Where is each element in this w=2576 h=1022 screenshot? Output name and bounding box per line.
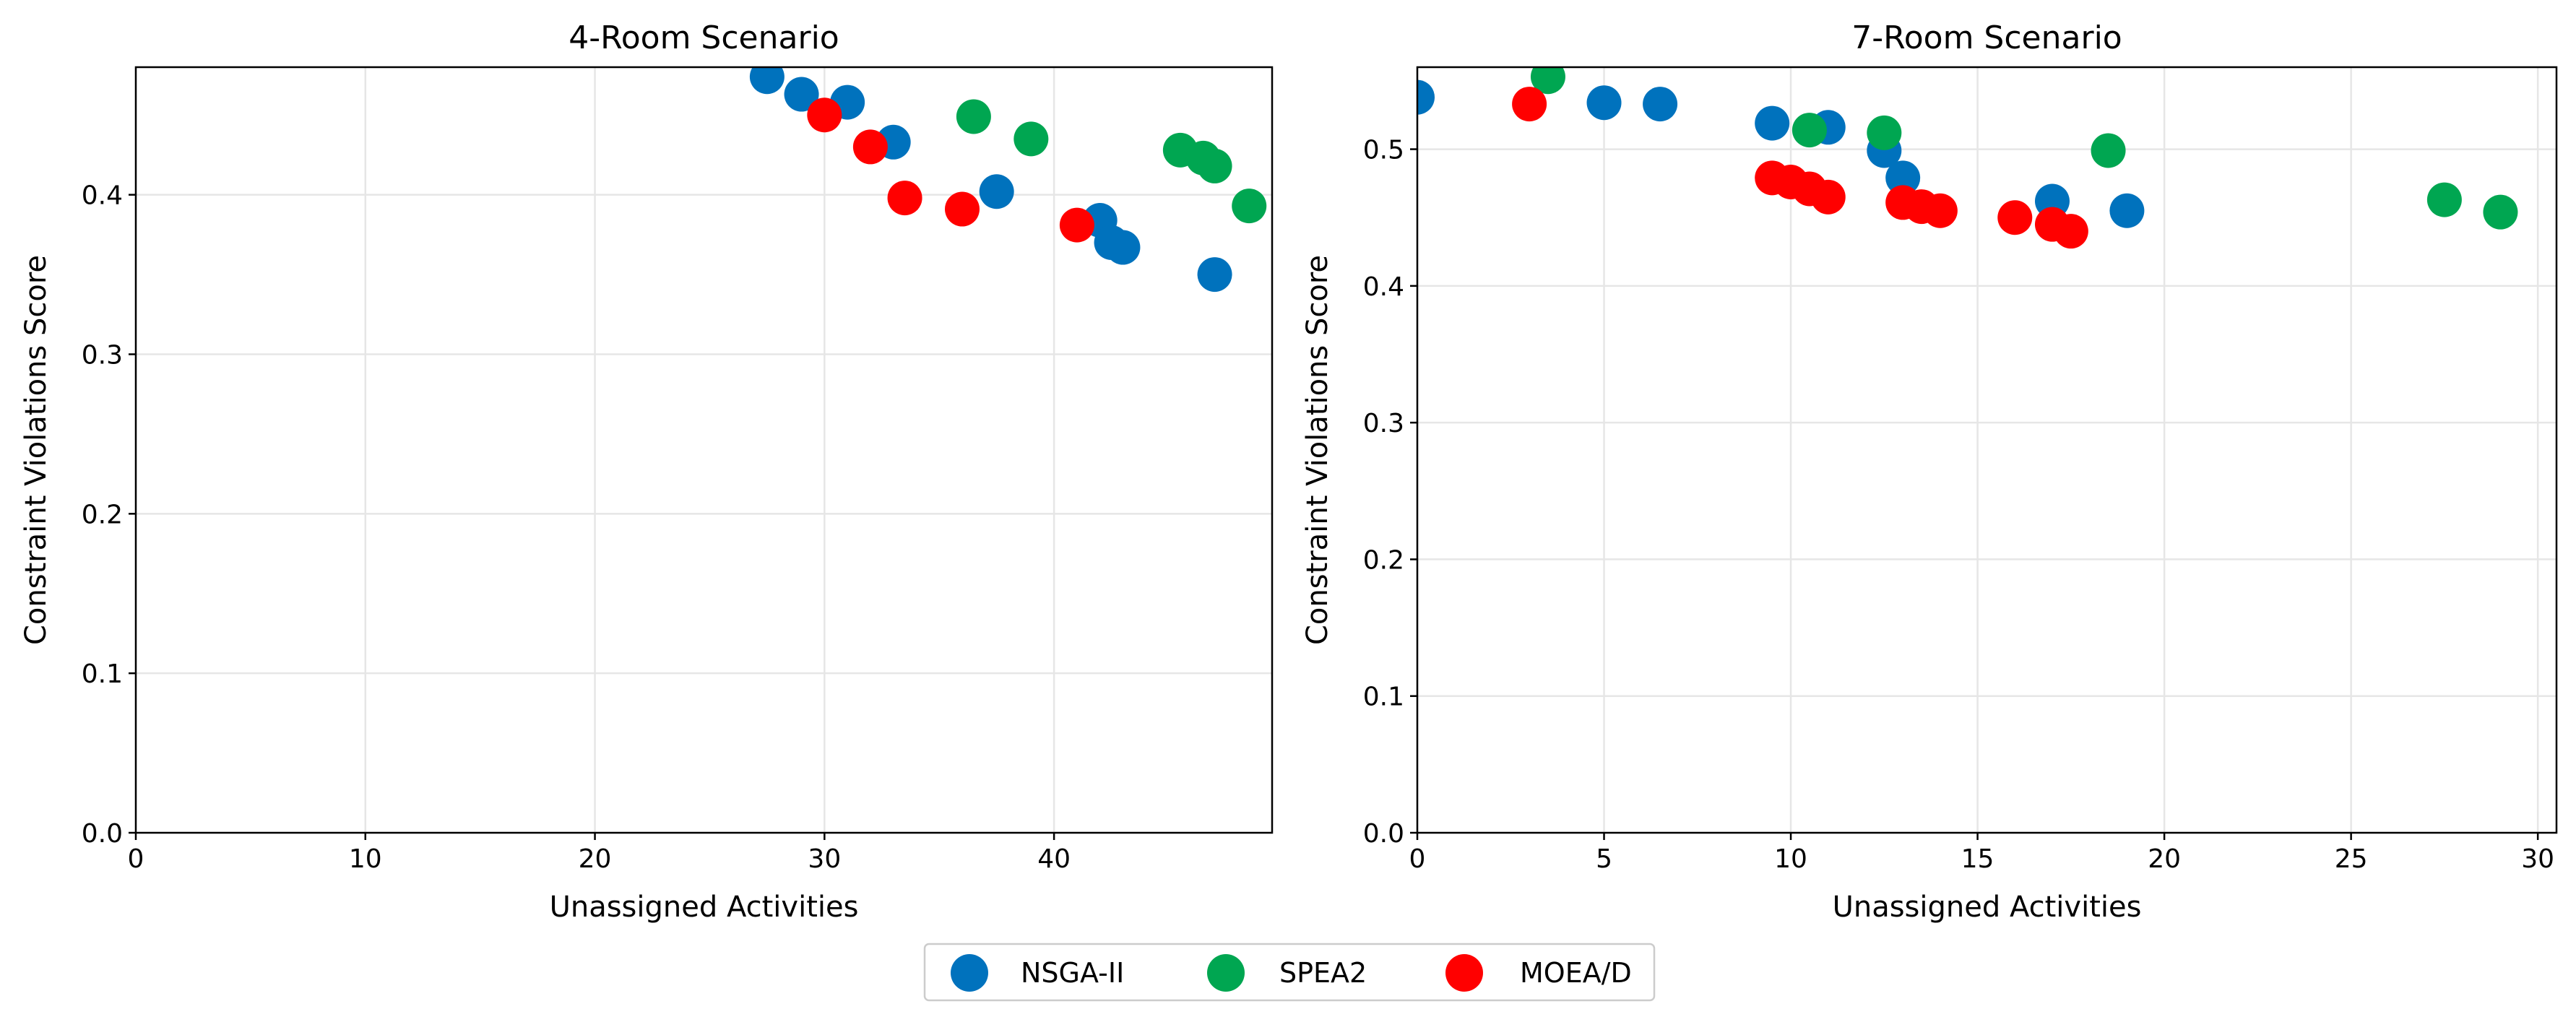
data-point-nsga-ii bbox=[979, 174, 1014, 209]
data-point-moea-d bbox=[1810, 179, 1846, 215]
data-point-nsga-ii bbox=[784, 77, 819, 112]
data-point-moea-d bbox=[1997, 200, 2033, 235]
y-tick-label: 0.0 bbox=[82, 819, 123, 849]
x-axis-label: Unassigned Activities bbox=[550, 891, 859, 924]
data-point-nsga-ii bbox=[1643, 87, 1678, 122]
x-tick-label: 5 bbox=[1596, 844, 1612, 874]
y-tick-label: 0.2 bbox=[1363, 545, 1404, 575]
data-point-nsga-ii bbox=[2109, 193, 2145, 228]
legend-label-spea2: SPEA2 bbox=[1279, 957, 1367, 989]
data-point-spea2 bbox=[1232, 189, 1267, 224]
x-axis-label: Unassigned Activities bbox=[1833, 891, 2142, 924]
data-point-spea2 bbox=[956, 99, 991, 134]
data-point-nsga-ii bbox=[1417, 79, 1435, 115]
legend-label-nsga2: NSGA-II bbox=[1021, 957, 1124, 989]
y-tick-label: 0.1 bbox=[1363, 683, 1404, 712]
data-point-nsga-ii bbox=[1105, 230, 1141, 265]
data-points bbox=[749, 67, 1267, 293]
x-tick-label: 30 bbox=[808, 844, 841, 874]
data-point-spea2 bbox=[2426, 182, 2462, 217]
x-tick-label: 20 bbox=[579, 844, 612, 874]
x-tick-label: 0 bbox=[1409, 844, 1426, 874]
y-tick-label: 0.0 bbox=[1363, 819, 1404, 849]
data-point-moea-d bbox=[852, 129, 888, 165]
x-tick-label: 30 bbox=[2521, 844, 2554, 874]
legend-label-moead: MOEA/D bbox=[1520, 957, 1632, 989]
y-tick-label: 0.4 bbox=[1363, 272, 1404, 302]
data-point-nsga-ii bbox=[749, 67, 785, 95]
data-point-nsga-ii bbox=[1586, 85, 1622, 121]
data-points bbox=[1417, 67, 2518, 249]
x-tick-label: 10 bbox=[349, 844, 382, 874]
data-point-moea-d bbox=[887, 181, 922, 216]
data-point-moea-d bbox=[2053, 214, 2088, 249]
x-tick-label: 0 bbox=[128, 844, 144, 874]
y-tick-label: 0.3 bbox=[82, 341, 123, 371]
right-panel: 0 5 10 15 20 25 30 0.0 0.1 0.2 0.3 0.4 0.5 7-Room Sce… bbox=[1301, 20, 2558, 924]
data-point-spea2 bbox=[1867, 115, 1902, 150]
legend-marker-spea2 bbox=[1207, 954, 1245, 992]
data-point-moea-d bbox=[1512, 87, 1547, 122]
data-point-spea2 bbox=[2091, 133, 2126, 168]
panel-title: 4-Room Scenario bbox=[569, 20, 839, 56]
data-point-nsga-ii bbox=[1885, 160, 1921, 196]
data-point-moea-d bbox=[1059, 207, 1094, 243]
data-point-moea-d bbox=[807, 98, 842, 133]
left-panel: 0 10 20 30 40 0.0 0.1 0.2 0.3 0.4 4-Room Scenario U… bbox=[20, 20, 1274, 924]
y-tick-label: 0.4 bbox=[82, 181, 123, 211]
x-tick-label: 10 bbox=[1774, 844, 1807, 874]
data-point-spea2 bbox=[2483, 194, 2518, 230]
data-point-spea2 bbox=[1197, 148, 1232, 183]
data-point-nsga-ii bbox=[1197, 257, 1232, 293]
legend-marker-moead bbox=[1445, 954, 1483, 992]
data-point-moea-d bbox=[945, 191, 980, 227]
y-tick-label: 0.3 bbox=[1363, 409, 1404, 438]
legend: NSGA-II SPEA2 MOEA/D bbox=[923, 943, 1656, 1002]
data-point-moea-d bbox=[1922, 193, 1958, 228]
legend-marker-nsga2 bbox=[951, 954, 988, 992]
y-tick-label: 0.1 bbox=[82, 659, 123, 689]
y-axis-label: Constraint Violations Score bbox=[20, 255, 53, 645]
data-point-spea2 bbox=[1530, 67, 1565, 95]
plot-frame bbox=[1416, 66, 2558, 834]
x-tick-label: 20 bbox=[2148, 844, 2181, 874]
data-point-nsga-ii bbox=[1755, 105, 1790, 141]
data-point-spea2 bbox=[1791, 113, 1827, 148]
y-tick-label: 0.5 bbox=[1363, 136, 1404, 165]
y-axis-label: Constraint Violations Score bbox=[1301, 255, 1334, 645]
y-tick-label: 0.2 bbox=[82, 500, 123, 529]
plot-frame bbox=[134, 66, 1274, 834]
x-tick-label: 25 bbox=[2335, 844, 2368, 874]
x-tick-label: 15 bbox=[1961, 844, 1994, 874]
panel-title: 7-Room Scenario bbox=[1851, 20, 2122, 56]
data-point-spea2 bbox=[1013, 121, 1049, 157]
x-tick-label: 40 bbox=[1037, 844, 1071, 874]
